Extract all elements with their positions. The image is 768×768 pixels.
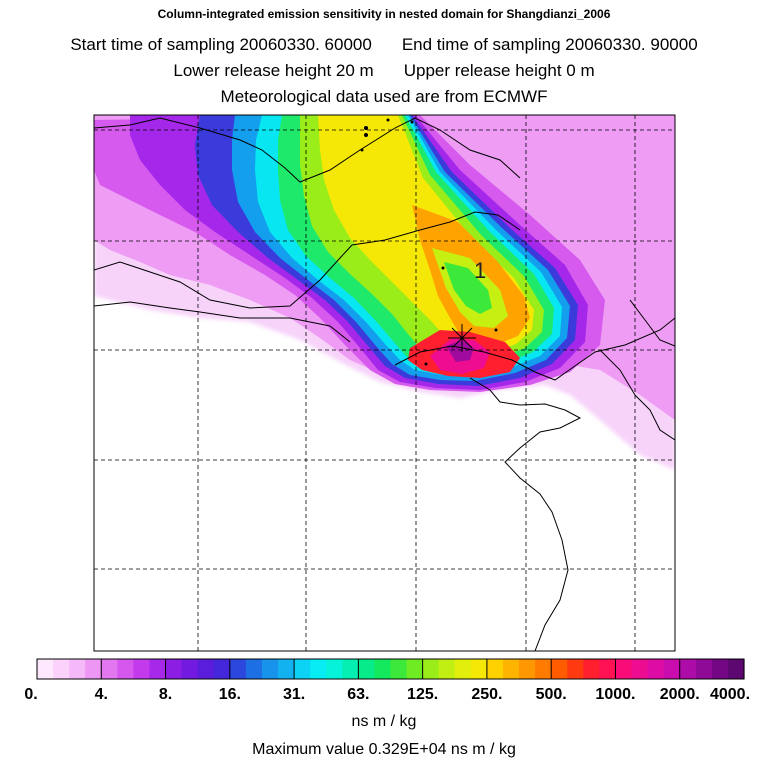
colorbar-swatch (535, 659, 552, 679)
upper-release-height: Upper release height 0 m (403, 61, 595, 80)
colorbar-tick-label: 250. (471, 686, 503, 703)
colorbar-swatch (631, 659, 649, 679)
colorbar-swatch (37, 659, 54, 679)
sensitivity-field (94, 115, 675, 470)
city-dot (494, 328, 498, 332)
field-band-peak (446, 340, 474, 362)
colorbar-tick-label: 8. (158, 686, 173, 703)
colorbar-swatch (727, 659, 745, 679)
coastline-bohai (394, 317, 675, 381)
city-dot (360, 148, 364, 152)
coastlines (94, 117, 675, 651)
city-dots (360, 118, 498, 366)
colorbar-frame (36, 658, 745, 680)
colorbar-tick-label: 2000. (659, 686, 700, 703)
border-line-mid (94, 211, 521, 309)
colorbar-units: ns m / kg (351, 713, 417, 730)
colorbar-swatch (486, 659, 504, 679)
coastline-korea (599, 349, 675, 441)
colorbar-swatch (117, 659, 135, 679)
field-band-inner-green (444, 262, 492, 314)
colorbar (36, 659, 745, 679)
colorbar-swatch (53, 659, 70, 679)
colorbar-tick-label: 500. (535, 686, 567, 703)
colorbar-tick-label: 4000. (709, 686, 751, 703)
colorbar-swatch (358, 659, 376, 679)
colorbar-swatch (245, 659, 263, 679)
colorbar-swatch (615, 659, 633, 679)
colorbar-swatch (663, 659, 681, 679)
colorbar-swatch (374, 659, 392, 679)
release-heights-line: Lower release height 20 m Upper release h… (0, 62, 768, 79)
colorbar-swatch (261, 659, 279, 679)
colorbar-swatch (567, 659, 584, 679)
sampling-times-line: Start time of sampling 20060330. 60000 En… (0, 36, 768, 53)
maximum-value-note: Maximum value 0.329E+04 ns m / kg (252, 741, 516, 758)
border-line-south (94, 301, 351, 343)
colorbar-tick-label: 63. (347, 686, 370, 703)
colorbar-swatch (294, 659, 311, 679)
city-dot (364, 126, 368, 130)
colorbar-tick-label: 125. (407, 686, 439, 703)
map-title: Column-integrated emission sensitivity i… (157, 7, 611, 21)
colorbar-swatch (647, 659, 665, 679)
city-dot (441, 266, 445, 270)
colorbar-swatch (679, 659, 697, 679)
lat-lon-grid (94, 115, 675, 651)
lower-release-height: Lower release height 20 m (173, 61, 374, 80)
coastline-east (629, 299, 675, 347)
colorbar-swatch (342, 659, 359, 679)
city-dot (424, 362, 428, 366)
colorbar-swatch (551, 659, 568, 679)
colorbar-swatch (583, 659, 600, 679)
colorbar-swatch (711, 659, 729, 679)
colorbar-tick-label: 1000. (595, 686, 636, 703)
colorbar-swatch (101, 659, 118, 679)
sampling-end-time: End time of sampling 20060330. 90000 (401, 35, 698, 54)
colorbar-tick-label: 31. (282, 686, 306, 703)
colorbar-swatch (149, 659, 167, 679)
colorbar-swatch (197, 659, 215, 679)
colorbar-swatch (406, 659, 424, 679)
release-marker-label: 1 (474, 258, 486, 283)
colorbar-swatch (165, 659, 183, 679)
meteorological-data-note: Meteorological data used are from ECMWF (220, 87, 548, 106)
city-dot (386, 118, 390, 122)
city-dot (364, 133, 368, 137)
colorbar-swatch (85, 659, 102, 679)
colorbar-swatch (213, 659, 231, 679)
map-frame (93, 114, 676, 652)
colorbar-swatch (278, 659, 295, 679)
colorbar-swatch (695, 659, 713, 679)
colorbar-swatch (133, 659, 151, 679)
colorbar-swatch (69, 659, 86, 679)
colorbar-tick-label: 0. (24, 686, 38, 703)
colorbar-tick-label: 16. (218, 686, 241, 703)
city-dot (410, 120, 414, 124)
colorbar-swatch (390, 659, 408, 679)
colorbar-swatch (181, 659, 199, 679)
colorbar-swatch (454, 659, 472, 679)
colorbar-swatch (502, 659, 520, 679)
colorbar-swatch (599, 659, 617, 679)
colorbar-swatch (519, 659, 536, 679)
colorbar-tick-label: 4. (94, 686, 108, 703)
coastline-shandong (469, 377, 582, 651)
colorbar-swatch (438, 659, 456, 679)
colorbar-swatch (470, 659, 488, 679)
colorbar-swatch (326, 659, 343, 679)
star-cross-icon (448, 324, 476, 352)
colorbar-swatch (422, 659, 440, 679)
sampling-start-time: Start time of sampling 20060330. 60000 (70, 35, 372, 54)
colorbar-swatch (310, 659, 327, 679)
border-line-north (94, 117, 521, 183)
colorbar-swatch (229, 659, 247, 679)
